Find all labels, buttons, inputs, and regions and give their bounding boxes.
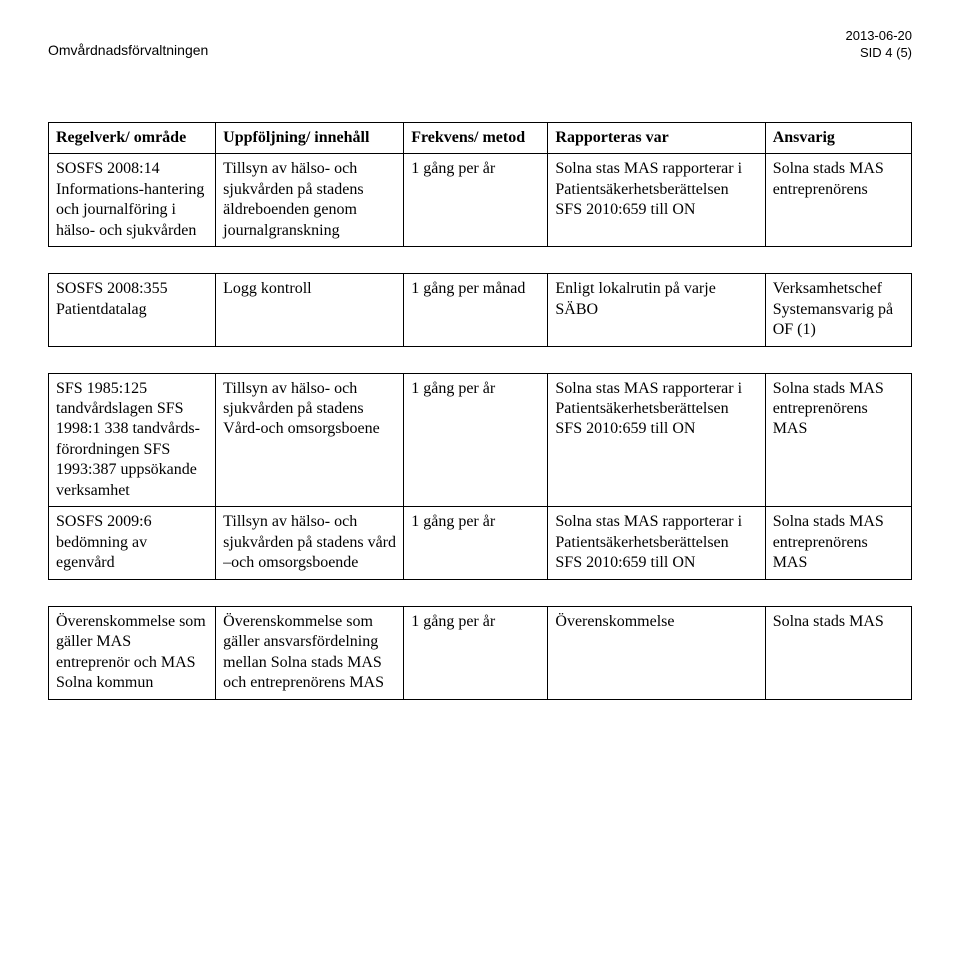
- cell: SOSFS 2009:6 bedömning av egenvård: [49, 507, 216, 579]
- table-row: SFS 1985:125 tandvårdslagen SFS 1998:1 3…: [49, 373, 912, 507]
- cell: SFS 1985:125 tandvårdslagen SFS 1998:1 3…: [49, 373, 216, 507]
- col-uppfoljning: Uppföljning/ innehåll: [216, 122, 404, 153]
- cell: 1 gång per år: [404, 373, 548, 507]
- cell: Verksamhetschef Systemansvarig på OF (1): [765, 274, 911, 346]
- cell: Tillsyn av hälso- och sjukvården på stad…: [216, 154, 404, 247]
- org-name: Omvårdnadsförvaltningen: [48, 42, 208, 58]
- table-3: SFS 1985:125 tandvårdslagen SFS 1998:1 3…: [48, 373, 912, 580]
- table-row: SOSFS 2009:6 bedömning av egenvård Tills…: [49, 507, 912, 579]
- table-row: SOSFS 2008:14 Informations-hantering och…: [49, 154, 912, 247]
- cell: Solna stas MAS rapporterar i Patientsäke…: [548, 154, 765, 247]
- cell: Solna stads MAS: [765, 606, 911, 699]
- cell: Överenskommelse: [548, 606, 765, 699]
- cell: Solna stads MAS entreprenörens: [765, 154, 911, 247]
- cell: Logg kontroll: [216, 274, 404, 346]
- table-1: Regelverk/ område Uppföljning/ innehåll …: [48, 122, 912, 247]
- cell: 1 gång per år: [404, 606, 548, 699]
- cell: SOSFS 2008:355 Patientdatalag: [49, 274, 216, 346]
- cell: 1 gång per månad: [404, 274, 548, 346]
- table-header-row: Regelverk/ område Uppföljning/ innehåll …: [49, 122, 912, 153]
- table-2: SOSFS 2008:355 Patientdatalag Logg kontr…: [48, 273, 912, 346]
- col-ansvarig: Ansvarig: [765, 122, 911, 153]
- cell: Tillsyn av hälso- och sjukvården på stad…: [216, 373, 404, 507]
- document-header: Omvårdnadsförvaltningen 2013-06-20 SID 4…: [48, 28, 912, 62]
- cell: Överenskommelse som gäller MAS entrepren…: [49, 606, 216, 699]
- cell: Solna stads MAS entreprenörens MAS: [765, 373, 911, 507]
- table-row: Överenskommelse som gäller MAS entrepren…: [49, 606, 912, 699]
- cell: Solna stas MAS rapporterar i Patientsäke…: [548, 373, 765, 507]
- page-number: SID 4 (5): [846, 45, 913, 62]
- cell: 1 gång per år: [404, 154, 548, 247]
- page: Omvårdnadsförvaltningen 2013-06-20 SID 4…: [0, 0, 960, 700]
- date-page-block: 2013-06-20 SID 4 (5): [846, 28, 913, 62]
- col-regelverk: Regelverk/ område: [49, 122, 216, 153]
- cell: Tillsyn av hälso- och sjukvården på stad…: [216, 507, 404, 579]
- col-rapporteras: Rapporteras var: [548, 122, 765, 153]
- cell: Solna stads MAS entreprenörens MAS: [765, 507, 911, 579]
- table-row: SOSFS 2008:355 Patientdatalag Logg kontr…: [49, 274, 912, 346]
- table-4: Överenskommelse som gäller MAS entrepren…: [48, 606, 912, 700]
- cell: Solna stas MAS rapporterar i Patientsäke…: [548, 507, 765, 579]
- col-frekvens: Frekvens/ metod: [404, 122, 548, 153]
- document-date: 2013-06-20: [846, 28, 913, 45]
- cell: SOSFS 2008:14 Informations-hantering och…: [49, 154, 216, 247]
- cell: Enligt lokalrutin på varje SÄBO: [548, 274, 765, 346]
- cell: Överenskommelse som gäller ansvarsfördel…: [216, 606, 404, 699]
- cell: 1 gång per år: [404, 507, 548, 579]
